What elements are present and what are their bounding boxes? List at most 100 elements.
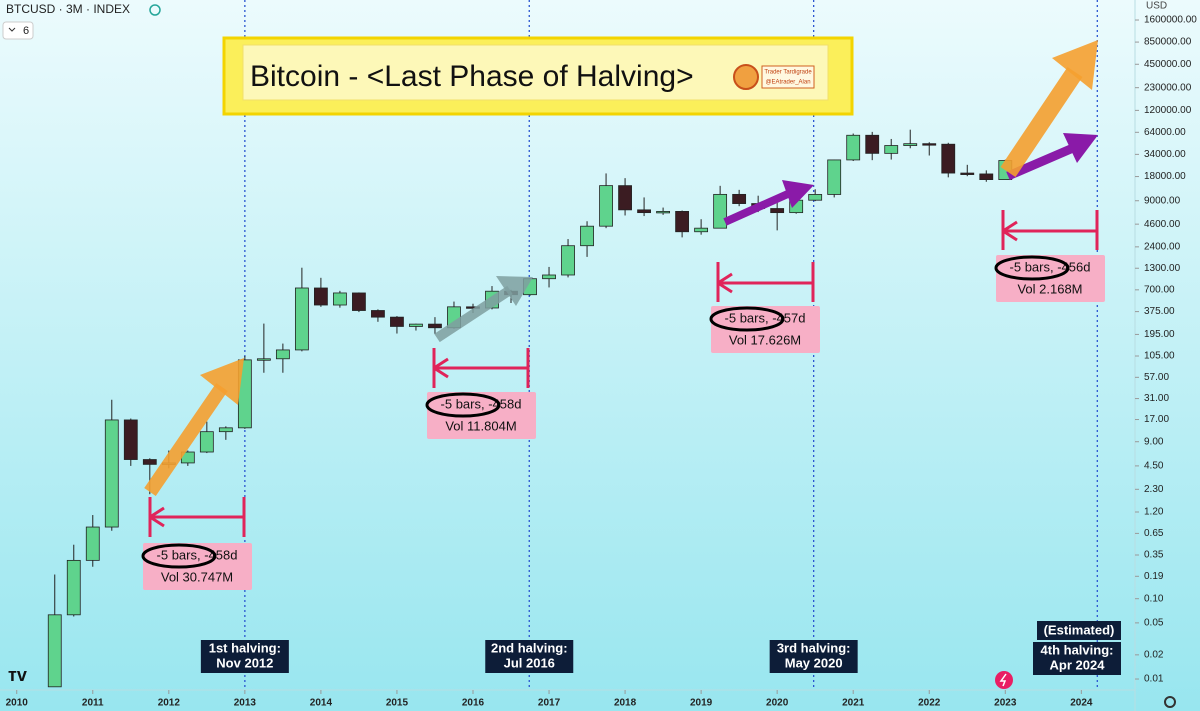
y-tick-label: 1600000.00 [1144, 15, 1197, 26]
candle-body [656, 211, 670, 214]
candle-body [808, 194, 823, 201]
alert-icon[interactable] [995, 671, 1013, 689]
highlight-ellipse [425, 392, 501, 418]
y-tick-label: 195.00 [1144, 329, 1175, 340]
candle-body [903, 143, 918, 146]
y-tick-label: 31.00 [1144, 393, 1169, 404]
x-tick-label: 2015 [386, 698, 409, 709]
candle-body [960, 172, 975, 175]
highlight-ellipse [994, 255, 1070, 281]
y-tick-label: 9000.00 [1144, 195, 1181, 206]
y-tick-label: 0.02 [1144, 649, 1164, 660]
y-tick-label: 120000.00 [1144, 105, 1192, 116]
candle-body [123, 419, 138, 460]
candle-body [827, 159, 842, 195]
candle-body [865, 134, 880, 154]
candle-body [580, 225, 594, 247]
candle-body [199, 431, 214, 453]
candle-body [294, 287, 309, 351]
candle-body [561, 245, 575, 276]
x-tick-label: 2020 [766, 698, 789, 709]
x-tick-label: 2024 [1070, 698, 1093, 709]
highlight-ellipse [709, 306, 785, 332]
candle-body [713, 193, 728, 229]
candle-body [941, 143, 956, 174]
candle-body [256, 358, 271, 361]
measure-volume: Vol 30.747M [161, 569, 233, 584]
y-tick-label: 0.01 [1144, 674, 1164, 685]
candle-body [142, 459, 157, 465]
y-tick-label: 9.00 [1144, 436, 1164, 447]
x-tick-label: 2014 [310, 698, 333, 709]
chevron [8, 27, 16, 32]
y-tick-label: 0.65 [1144, 528, 1164, 539]
y-tick-label: 64000.00 [1144, 127, 1186, 138]
x-tick-label: 2018 [614, 698, 637, 709]
x-tick-label: 2023 [994, 698, 1017, 709]
candle-body [732, 193, 747, 204]
candle-body [314, 287, 328, 306]
candle-body [352, 292, 366, 311]
indicator-toggle[interactable] [2, 21, 34, 40]
candle-body [428, 323, 442, 329]
trend-arrows [144, 40, 1098, 496]
candle-body [85, 526, 100, 561]
x-tick-label: 2019 [690, 698, 713, 709]
candle-body [371, 310, 385, 318]
halving-box [485, 640, 574, 673]
x-tick-label: 2017 [538, 698, 561, 709]
measure-bars: -5 bars, -457d [725, 310, 806, 325]
x-tick-label: 2011 [82, 698, 104, 709]
candle-body [675, 211, 690, 233]
range-brackets [148, 210, 1099, 537]
y-tick-label: 4.50 [1144, 461, 1164, 472]
symbol: BTCUSD · 3M · INDEX [6, 2, 130, 16]
chart-title: Bitcoin - <Last Phase of Halving> [250, 60, 694, 93]
candle-body [846, 134, 861, 161]
measure-bars: -5 bars, -456d [1010, 259, 1091, 274]
x-tick-label: 2022 [918, 698, 941, 709]
y-tick-label: 18000.00 [1144, 171, 1186, 182]
x-tick-label: 2013 [234, 698, 257, 709]
logo-icon [733, 64, 759, 90]
settings-icon[interactable] [1164, 696, 1176, 708]
y-tick-label: 700.00 [1144, 284, 1175, 295]
halving-box [200, 640, 289, 673]
tv-logo: ᴛv [8, 665, 27, 685]
candle-body [104, 419, 119, 528]
x-tick-label: 2016 [462, 698, 485, 709]
halving-label: 1st halving: [209, 640, 281, 655]
annotations: Bitcoin - <Last Phase of Halving> Trader… [2, 1, 1176, 708]
y-tick-label: 2400.00 [1144, 241, 1181, 252]
highlight-ellipse [141, 543, 217, 569]
candle-body [770, 208, 785, 214]
candle-body [599, 185, 613, 227]
halving-box [769, 640, 858, 673]
candle-body [694, 227, 709, 233]
candle-body [637, 209, 651, 214]
measure-bars: -5 bars, -458d [441, 396, 522, 411]
y-tick-label: 34000.00 [1144, 149, 1186, 160]
halving-note: (Estimated) [1044, 622, 1115, 637]
candle-body [390, 316, 404, 327]
candle-body [618, 185, 632, 211]
y-tick-label: 17.00 [1144, 414, 1169, 425]
y-tick-label: 105.00 [1144, 351, 1175, 362]
y-tick-label: 450000.00 [1144, 59, 1192, 70]
indicator-count: 6 [23, 25, 29, 37]
title-inner [242, 44, 829, 101]
halving-label: 2nd halving: [491, 640, 568, 655]
candle-body [333, 292, 347, 306]
measure-volume: Vol 17.626M [729, 332, 801, 347]
candle-body [409, 323, 423, 327]
candle-body [218, 427, 233, 433]
candle-body [979, 173, 994, 180]
logo-text: Trader Tardigrade [764, 70, 812, 76]
halving-label: Apr 2024 [1050, 657, 1106, 672]
y-tick-label: 0.35 [1144, 550, 1164, 561]
status-dot [149, 4, 161, 16]
measure-bars: -5 bars, -458d [157, 547, 238, 562]
alert-bolt [999, 673, 1007, 687]
y-tick-label: 2.30 [1144, 484, 1164, 495]
logo-box [761, 65, 815, 89]
